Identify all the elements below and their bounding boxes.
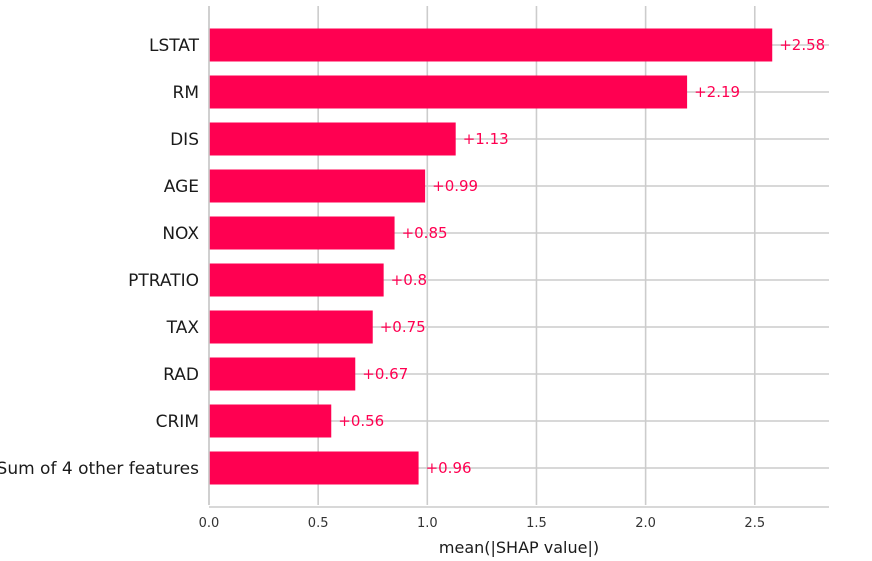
category-label: CRIM — [156, 412, 199, 432]
bar — [209, 28, 773, 62]
bar — [209, 310, 373, 344]
category-label: LSTAT — [149, 36, 200, 56]
bar — [209, 122, 456, 156]
value-label: +0.67 — [362, 365, 408, 383]
value-label: +0.56 — [338, 412, 384, 430]
value-label: +0.75 — [380, 318, 426, 336]
category-label: RAD — [163, 365, 199, 385]
x-tick-label: 2.0 — [635, 516, 656, 531]
bar — [209, 263, 384, 297]
x-tick-label: 2.5 — [744, 516, 765, 531]
x-axis: 0.0 0.5 1.0 1.5 2.0 2.5 — [199, 6, 829, 531]
bar — [209, 75, 688, 109]
bar — [209, 451, 419, 485]
bar — [209, 216, 395, 250]
value-label: +2.19 — [694, 83, 740, 101]
category-label: PTRATIO — [128, 271, 199, 291]
category-label: Sum of 4 other features — [0, 459, 199, 479]
value-labels: +2.58 +2.19 +1.13 +0.99 +0.85 +0.8 +0.75 +0.67 +… — [338, 36, 825, 477]
value-label: +0.99 — [432, 177, 478, 195]
x-tick-label: 1.5 — [526, 516, 547, 531]
x-tick-label: 0.0 — [199, 516, 220, 531]
category-label: AGE — [164, 177, 199, 197]
bar — [209, 404, 332, 438]
bars — [209, 28, 773, 485]
value-label: +0.8 — [391, 271, 427, 289]
category-label: TAX — [166, 318, 200, 338]
x-axis-title: mean(|SHAP value|) — [439, 538, 599, 557]
value-label: +0.85 — [402, 224, 448, 242]
x-tick-label: 1.0 — [417, 516, 438, 531]
value-label: +1.13 — [463, 130, 509, 148]
bar — [209, 169, 426, 203]
value-label: +0.96 — [426, 459, 472, 477]
category-label: NOX — [162, 224, 199, 244]
value-label: +2.58 — [779, 36, 825, 54]
category-labels: LSTAT RM DIS AGE NOX PTRATIO TAX RAD CRIM Sum of … — [0, 36, 200, 479]
x-tick-label: 0.5 — [308, 516, 329, 531]
category-label: RM — [173, 83, 199, 103]
category-label: DIS — [170, 130, 199, 150]
bar — [209, 357, 356, 391]
